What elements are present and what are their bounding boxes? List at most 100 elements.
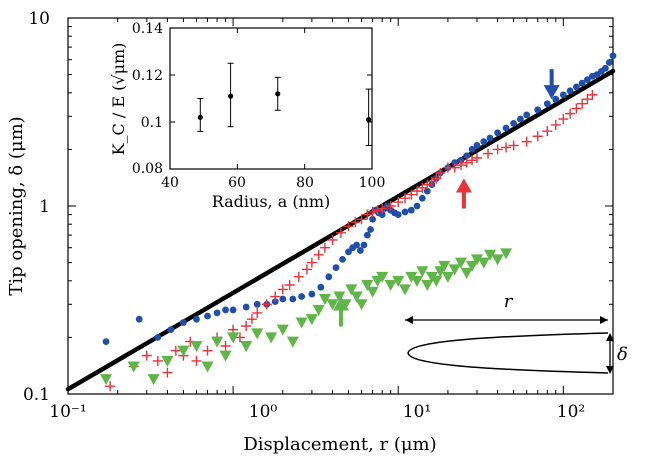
red-data-point [508,140,519,151]
green-data-point [333,291,346,303]
schematic-r-label: r [504,291,514,312]
series-layer [65,52,617,392]
green-data-point [295,317,308,329]
green-data-point [100,374,113,386]
green-data-point [265,332,278,344]
red-data-point [400,193,411,204]
red-data-point [550,119,561,130]
red-data-point [571,103,582,114]
inset-data-point [365,88,372,146]
red-data-point [270,291,281,302]
blue-data-point [167,326,175,334]
blue-data-point [572,83,580,91]
x-tick-label-0: 10⁻¹ [49,402,86,422]
green-data-point [211,336,224,348]
blue-data-point [543,100,551,108]
green-data-point [355,299,368,311]
red-data-point [471,153,482,164]
blue-data-point [413,202,421,210]
green-data-point [466,260,479,272]
blue-data-point [317,283,325,291]
inset-marker [275,91,281,97]
green-data-point [470,254,483,266]
red-data-point [343,221,354,232]
inset-y-axis-label: K_C / E (√μm) [109,43,128,156]
red-data-point [558,114,569,125]
inset-ticks [169,27,373,170]
blue-data-point [222,306,229,314]
green-data-point [345,284,358,296]
blue-data-point [298,293,306,300]
green-data-point [286,336,299,348]
blue-data-point [502,124,510,132]
blue-data-point [517,115,524,123]
red-data-point [105,381,116,392]
red-data-point [319,242,330,253]
y-axis-label: Tip opening, δ (μm) [6,116,27,295]
blue-data-point [609,52,617,60]
inset-x-tick-label-1: 60 [228,175,246,191]
blue-data-point [213,309,221,317]
green-data-point [399,284,412,296]
green-data-point [448,264,461,276]
blue-data-point [345,248,352,256]
up-arrow [332,296,349,327]
red-data-point [306,257,317,268]
blue-data-point [242,303,250,311]
red-data-point [372,205,383,216]
inset-x-axis-label: Radius, a (nm) [212,192,331,211]
red-data-point [246,314,257,325]
blue-data-point [360,241,368,249]
down-arrow [543,69,560,100]
green-data-point [500,248,513,260]
inset-marker [366,117,372,123]
inset-data-point [274,76,281,111]
blue-data-point [480,138,488,146]
red-data-point [431,173,442,184]
blue-data-point [534,106,542,114]
green-data-point [227,332,240,344]
red-data-point [435,167,446,178]
blue-data-point [494,129,502,137]
blue-data-point [279,295,287,303]
y-tick-label-1: 1 [39,197,50,217]
inset-x-tick-label-3: 100 [359,175,386,191]
crack-schematic: r δ [405,291,628,374]
green-data-point [376,271,389,283]
red-data-point [234,332,245,343]
blue-data-point [271,298,279,306]
green-data-point [161,355,174,367]
green-data-point [392,275,405,287]
inset-marker [197,114,203,120]
red-data-point [492,144,503,155]
x-tick-label-1: 10⁰ [249,402,278,422]
red-data-point [461,157,472,168]
red-data-point [393,197,404,208]
red-data-point [301,264,312,275]
red-data-point [532,131,543,142]
arrow-head [332,296,349,311]
blue-data-point [407,206,415,214]
schematic-delta-label: δ [617,344,628,365]
blue-data-point [339,255,346,263]
green-data-point [491,254,504,266]
green-data-point [405,271,418,283]
blue-data-point [510,120,517,127]
blue-data-point [468,146,476,153]
green-data-point [454,257,467,269]
arrow-head [455,178,472,193]
green-data-point [421,280,434,292]
blue-data-point [367,226,374,233]
green-data-point [240,341,253,353]
crack-profile [407,332,609,374]
inset-marker [228,93,234,99]
green-data-point [366,286,379,298]
red-data-point [356,214,367,225]
inset-points [197,62,372,146]
blue-data-point [559,91,567,99]
red-data-point [141,350,152,361]
red-data-point [582,94,593,105]
red-data-point [277,284,288,295]
red-data-point [501,142,512,153]
main-ticks [67,17,614,395]
